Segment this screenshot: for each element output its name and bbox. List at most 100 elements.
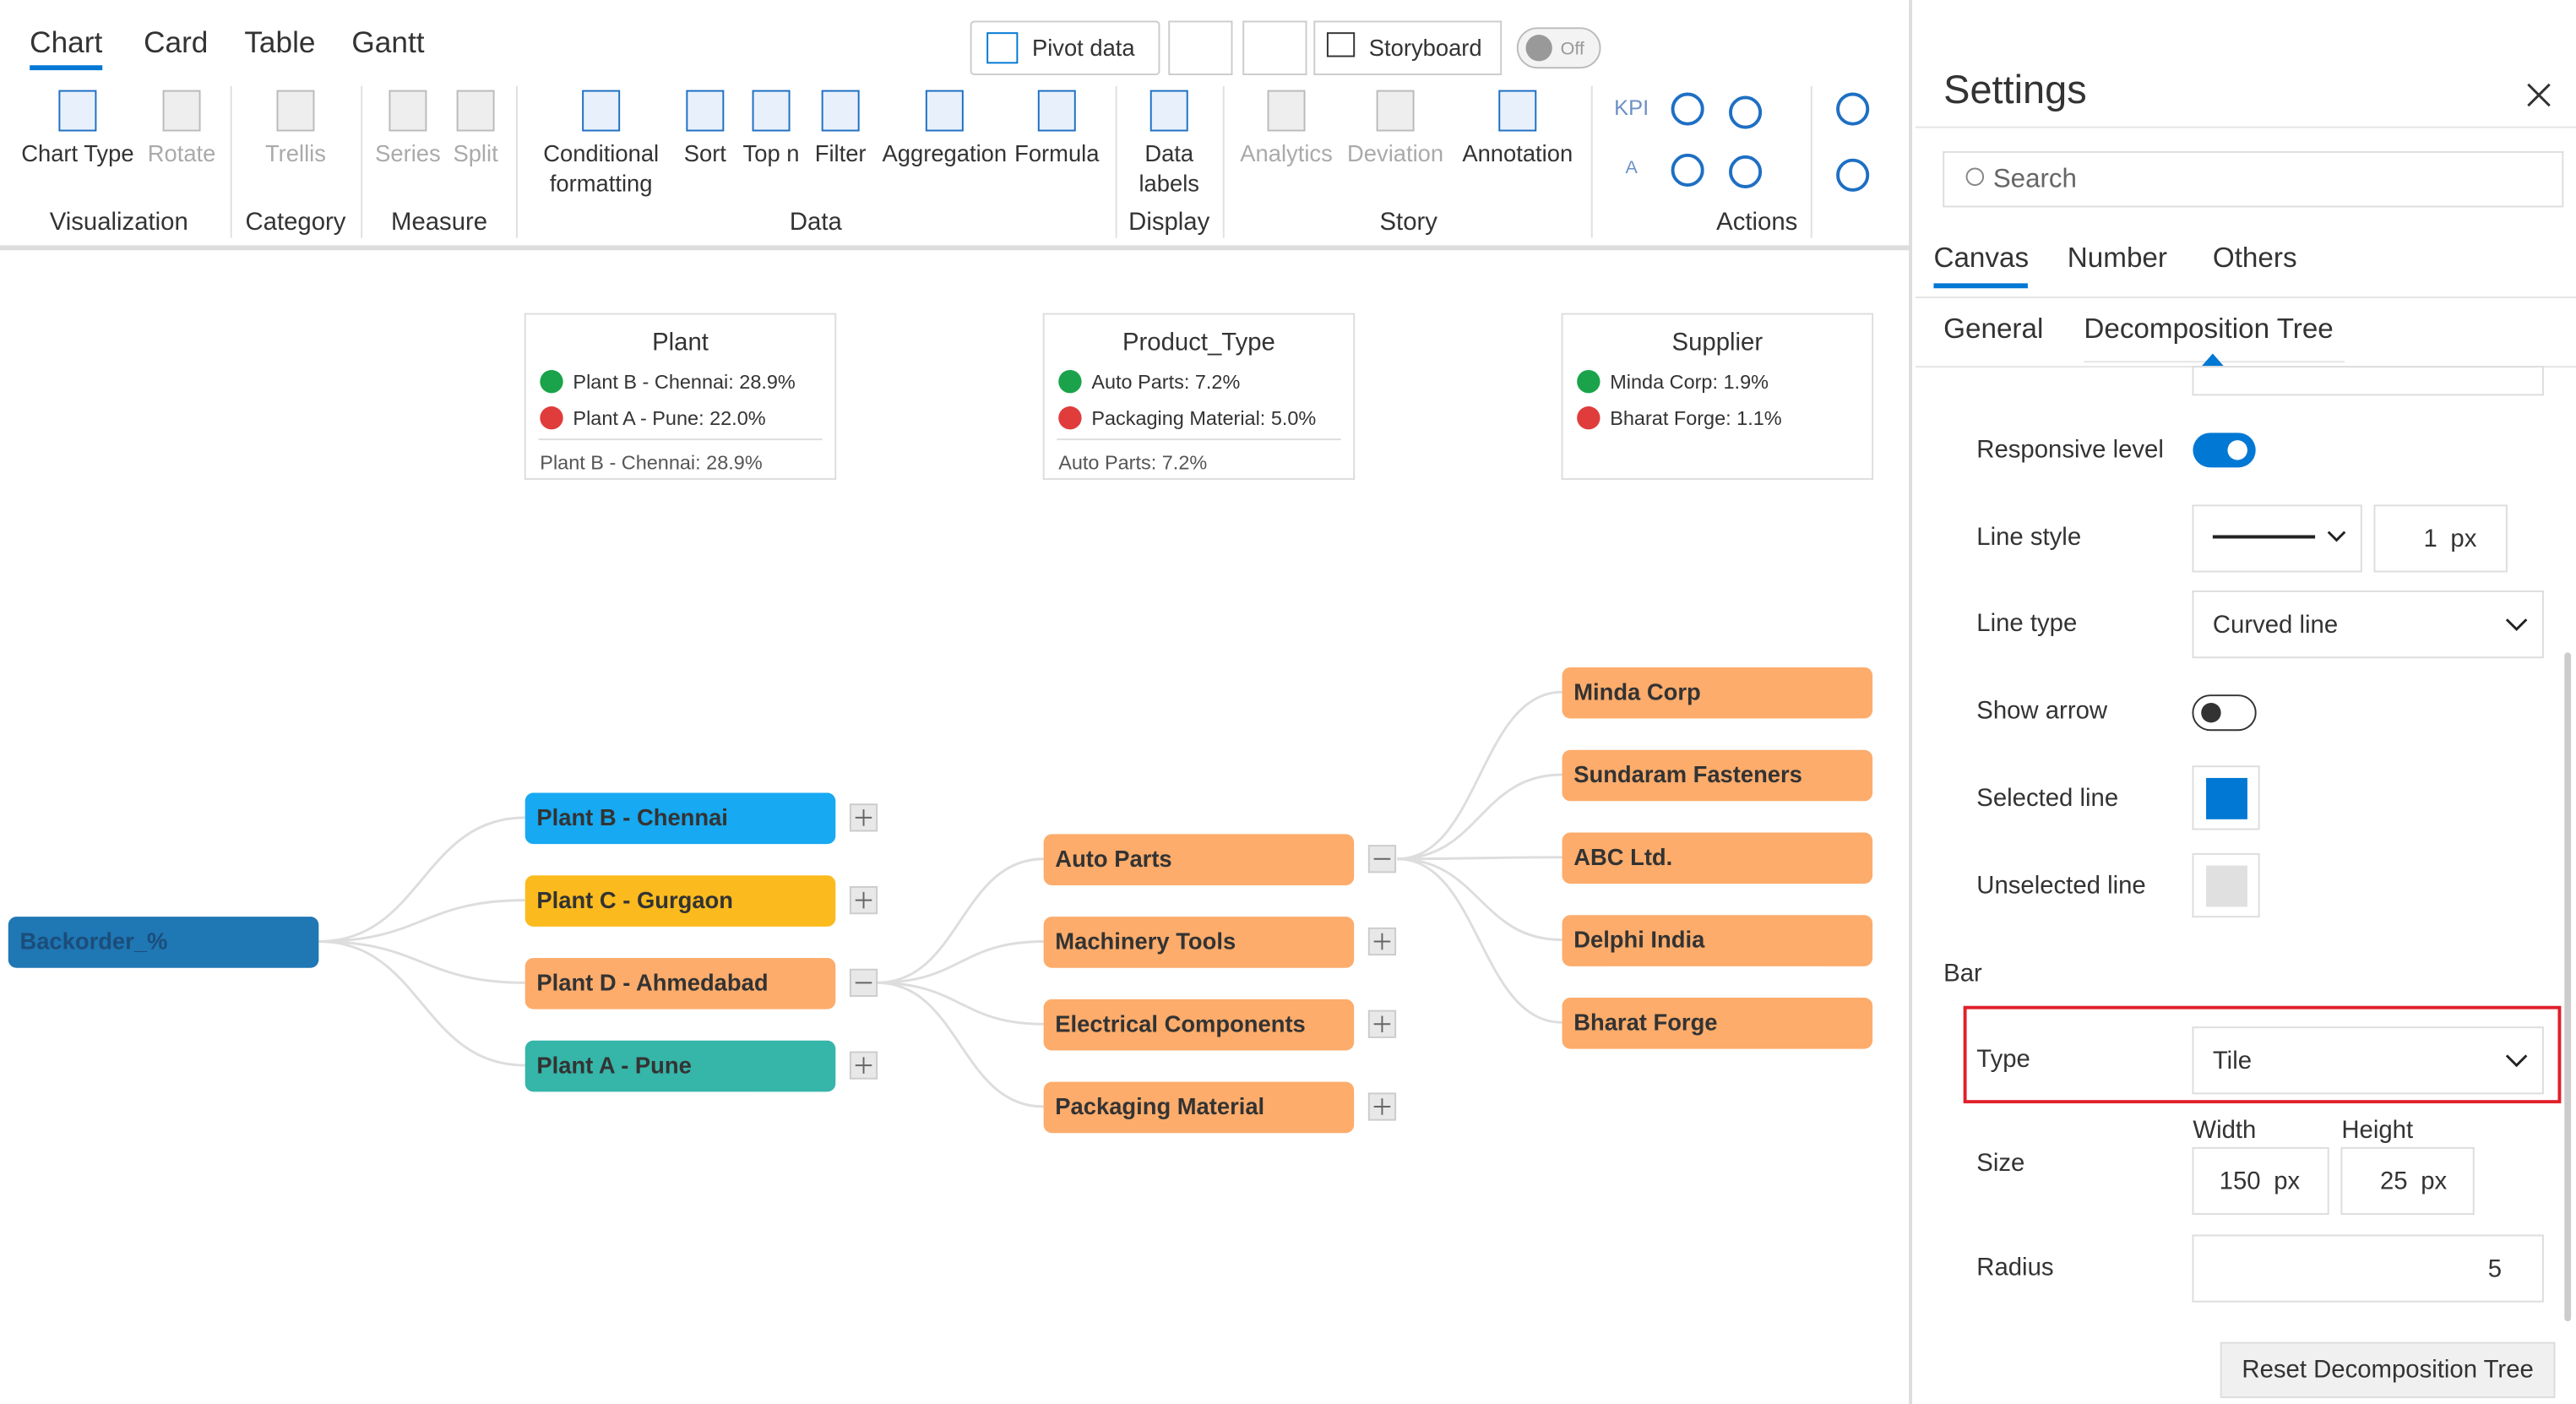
connector: [318, 899, 525, 943]
node-label[interactable]: Auto Parts: [1055, 846, 1171, 872]
filter-button[interactable]: [1168, 20, 1233, 76]
tree-node[interactable]: [1043, 1081, 1355, 1134]
settings-subtab[interactable]: General: [1943, 313, 2043, 345]
tree-node[interactable]: [1562, 997, 1873, 1049]
tree-node[interactable]: [8, 917, 319, 968]
button-label: Series: [375, 140, 441, 166]
node-label[interactable]: Plant C - Gurgaon: [536, 887, 733, 913]
node-label[interactable]: Machinery Tools: [1055, 928, 1236, 955]
tree-node[interactable]: [524, 958, 836, 1009]
ribbon-tab[interactable]: Chart: [30, 26, 102, 59]
ribbon-tab[interactable]: Card: [144, 26, 208, 59]
color-picker[interactable]: [2192, 852, 2260, 918]
toggle-knob: [2227, 440, 2247, 460]
connector: [1397, 690, 1562, 861]
group-label: Actions: [1716, 208, 1797, 236]
node-label[interactable]: Packaging Material: [1055, 1093, 1264, 1119]
tree-node[interactable]: [1562, 667, 1873, 719]
button-label[interactable]: Top n: [743, 140, 800, 166]
button-label[interactable]: Aggregation: [883, 140, 1008, 166]
button-icon: [389, 90, 427, 132]
expand-button[interactable]: [1367, 1092, 1397, 1121]
button-icon[interactable]: [1149, 90, 1188, 132]
button-label[interactable]: Chart Type: [21, 140, 133, 166]
type-dropdown[interactable]: [2192, 1026, 2544, 1095]
button-label[interactable]: Conditional: [543, 140, 659, 166]
button-label[interactable]: Data: [1144, 140, 1194, 166]
node-label[interactable]: Plant A - Pune: [536, 1052, 691, 1078]
button-label[interactable]: Filter: [815, 140, 867, 166]
action-icon[interactable]: [1836, 158, 1870, 192]
button-label[interactable]: formatting: [550, 170, 653, 196]
button-icon[interactable]: [1037, 90, 1076, 132]
settings-subtab[interactable]: Decomposition Tree: [2084, 313, 2333, 345]
highlight-box: [1963, 1005, 2562, 1104]
button-label[interactable]: labels: [1139, 170, 1199, 196]
connector: [877, 857, 1044, 984]
button-label[interactable]: Sort: [684, 140, 727, 166]
button-icon[interactable]: [1498, 90, 1537, 132]
table-button[interactable]: [1242, 20, 1307, 76]
radius-input[interactable]: [2192, 1234, 2544, 1303]
action-icon[interactable]: [1671, 153, 1704, 187]
reset-button[interactable]: [2220, 1341, 2556, 1399]
search-box[interactable]: [1943, 150, 2564, 208]
card-up: Minda Corp: 1.9%: [1610, 371, 1769, 393]
tree-node[interactable]: [1043, 917, 1355, 968]
ribbon-tab[interactable]: Table: [244, 26, 315, 59]
node-label[interactable]: Plant B - Chennai: [536, 804, 728, 830]
reset-label[interactable]: Reset Decomposition Tree: [2242, 1356, 2533, 1384]
node-label[interactable]: Delphi India: [1573, 927, 1705, 953]
card-title: Product_Type: [1122, 328, 1275, 356]
button-label[interactable]: Annotation: [1462, 140, 1573, 166]
tree-node[interactable]: [524, 792, 836, 845]
tree-node[interactable]: [1043, 999, 1355, 1051]
radius-value: 5: [2488, 1254, 2502, 1282]
chevron: [2505, 1054, 2528, 1068]
setting-label: Line style: [1976, 523, 2081, 551]
ribbon-tab[interactable]: Gantt: [351, 26, 424, 59]
action-icon[interactable]: [1836, 92, 1870, 126]
line-style-dropdown[interactable]: [2192, 504, 2362, 573]
color-picker[interactable]: [2192, 765, 2260, 830]
button-icon[interactable]: [58, 90, 97, 132]
tree-node[interactable]: [1562, 832, 1873, 884]
width-input[interactable]: [2192, 1146, 2329, 1216]
expand-button[interactable]: [849, 1051, 878, 1080]
setting-label: Size: [1976, 1149, 2024, 1177]
height-input[interactable]: [2340, 1146, 2475, 1216]
button-label[interactable]: Formula: [1014, 140, 1100, 166]
settings-tab[interactable]: Canvas: [1933, 242, 2029, 274]
node-label[interactable]: Plant D - Ahmedabad: [536, 970, 768, 996]
button-icon[interactable]: [925, 90, 964, 132]
node-label[interactable]: Bharat Forge: [1573, 1009, 1717, 1035]
scrollbar: [2564, 652, 2572, 1322]
tree-node[interactable]: [1043, 834, 1355, 886]
tree-node[interactable]: [1562, 915, 1873, 966]
action-icon[interactable]: [1729, 155, 1763, 188]
action-icon[interactable]: [1729, 95, 1763, 129]
node-label[interactable]: Sundaram Fasteners: [1573, 761, 1802, 787]
chevron: [2327, 531, 2346, 542]
action-icon[interactable]: [1671, 92, 1704, 126]
node-label[interactable]: Backorder_%: [19, 928, 167, 955]
node-label[interactable]: ABC Ltd.: [1573, 844, 1672, 870]
tree-node[interactable]: [524, 1040, 836, 1092]
setting-label: Show arrow: [1976, 696, 2108, 724]
storyboard-button[interactable]: [1313, 20, 1503, 76]
tree-node[interactable]: [1562, 749, 1873, 802]
line-type-dropdown[interactable]: [2192, 590, 2544, 659]
button-icon[interactable]: [821, 90, 860, 132]
button-icon[interactable]: [752, 90, 791, 132]
close-button[interactable]: [2527, 83, 2551, 107]
button-icon[interactable]: [686, 90, 725, 132]
button-icon[interactable]: [582, 90, 621, 132]
node-label[interactable]: Minda Corp: [1573, 678, 1700, 705]
settings-tab[interactable]: Number: [2068, 242, 2167, 274]
button-icon: [456, 90, 495, 132]
node-label[interactable]: Electrical Components: [1055, 1010, 1305, 1037]
tree-node[interactable]: [524, 875, 836, 927]
setting-label: Line type: [1976, 609, 2077, 637]
line-width-input[interactable]: [2373, 504, 2508, 573]
settings-tab[interactable]: Others: [2213, 242, 2297, 274]
